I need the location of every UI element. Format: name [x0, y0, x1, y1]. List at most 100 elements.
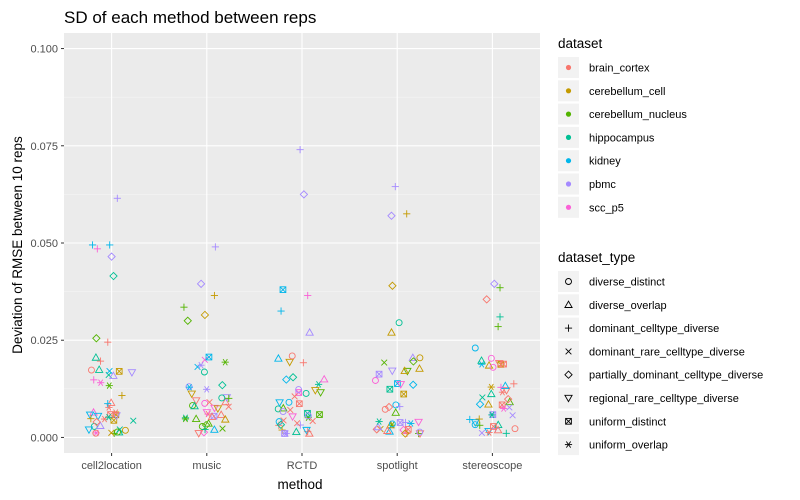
data-point [207, 412, 217, 420]
data-point [211, 243, 219, 251]
data-point [408, 380, 418, 390]
data-point [210, 404, 219, 413]
data-point [108, 371, 118, 379]
legend-label: pbmc [589, 179, 616, 191]
data-point [205, 353, 213, 361]
data-point [396, 403, 404, 411]
legend-shape-symbol [564, 370, 573, 379]
data-point [388, 420, 396, 428]
data-point [486, 389, 496, 398]
x-axis-title: method [277, 477, 322, 492]
data-point [386, 385, 394, 393]
data-point [204, 418, 213, 427]
data-point [94, 365, 104, 373]
data-point [470, 419, 480, 427]
data-point [90, 376, 98, 384]
y-tick-label: 0.100 [30, 44, 58, 56]
data-point [407, 420, 415, 427]
data-point [510, 380, 518, 388]
data-point [194, 430, 204, 438]
legend-shape-symbol [565, 278, 572, 285]
data-point [191, 414, 201, 423]
legend-label: kidney [589, 156, 621, 168]
data-point [288, 352, 296, 360]
data-point [181, 414, 190, 422]
data-point [475, 415, 483, 423]
plot-panel [64, 33, 540, 453]
data-point [482, 295, 491, 304]
legend-shape-symbol [564, 324, 573, 332]
data-point [225, 394, 233, 402]
legend-swatch [565, 88, 572, 94]
data-point [93, 245, 101, 253]
data-point [485, 429, 493, 436]
data-point [183, 316, 192, 326]
data-point [91, 353, 101, 361]
data-point [104, 338, 112, 346]
legend-swatch [565, 181, 572, 187]
y-tick-label: 0.025 [30, 335, 58, 347]
data-point [373, 422, 383, 431]
data-point [93, 412, 103, 421]
data-point [221, 397, 230, 406]
data-point [381, 405, 389, 413]
data-point [279, 286, 287, 293]
data-point [387, 367, 397, 376]
x-tick-label: stereoscope [462, 460, 522, 472]
data-point [392, 401, 400, 409]
data-point [416, 354, 424, 362]
data-point [218, 380, 227, 390]
data-point [107, 252, 116, 261]
data-point [502, 387, 511, 395]
data-point [382, 426, 392, 434]
data-point [92, 334, 101, 343]
x-tick-label: spotlight [377, 460, 418, 472]
data-point [104, 400, 112, 408]
data-point [505, 397, 515, 406]
data-point [484, 399, 493, 408]
data-point [85, 411, 95, 420]
data-point [87, 415, 95, 423]
data-point [276, 420, 286, 429]
data-point [388, 281, 397, 291]
data-point [218, 394, 226, 402]
data-point [487, 383, 495, 391]
data-point [291, 393, 298, 400]
data-point [96, 357, 105, 365]
data-point [296, 146, 304, 154]
data-point [285, 398, 293, 406]
data-point [185, 383, 193, 391]
data-point [302, 426, 311, 435]
legend-label: dominant_celltype_diverse [589, 323, 719, 335]
data-point [478, 429, 486, 437]
data-point [296, 421, 304, 429]
data-point [391, 183, 399, 191]
data-point [285, 358, 295, 367]
data-point [386, 420, 395, 429]
data-point [95, 421, 105, 429]
data-point [88, 366, 95, 374]
data-point [416, 428, 424, 436]
data-point [319, 374, 329, 383]
data-point [210, 291, 219, 300]
data-point [302, 390, 310, 397]
data-point [281, 430, 288, 437]
data-point [391, 408, 401, 416]
x-tick-label: RCTD [287, 460, 318, 472]
legend-label: diverse_distinct [589, 277, 665, 289]
legend-key [558, 271, 579, 292]
legend-label: cerebellum_nucleus [589, 109, 687, 121]
data-point [299, 190, 309, 199]
data-point [291, 427, 301, 436]
data-point [114, 428, 121, 436]
data-point [395, 319, 403, 327]
data-point [490, 423, 497, 430]
data-point [399, 425, 408, 435]
data-point [402, 367, 412, 376]
legend-key [558, 387, 579, 409]
data-point [118, 391, 126, 400]
data-point [277, 307, 285, 315]
data-point [500, 405, 508, 412]
legend-dataset: dataset brain_cortex cerebellum_cellcereb… [558, 36, 687, 218]
